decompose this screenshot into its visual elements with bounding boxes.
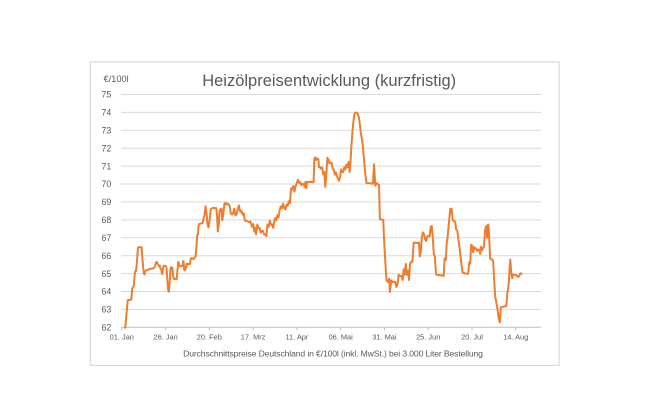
svg-text:74: 74 bbox=[102, 108, 112, 118]
svg-text:20. Feb: 20. Feb bbox=[197, 332, 222, 341]
svg-text:68: 68 bbox=[102, 215, 112, 225]
svg-text:Durchschnittspreise Deutschlan: Durchschnittspreise Deutschland in €/100… bbox=[183, 349, 483, 359]
svg-text:64: 64 bbox=[102, 287, 112, 297]
svg-text:01. Jan: 01. Jan bbox=[110, 332, 134, 341]
svg-text:25. Jun: 25. Jun bbox=[416, 332, 440, 341]
svg-text:Heizölpreisentwicklung (kurzfr: Heizölpreisentwicklung (kurzfristig) bbox=[202, 72, 456, 90]
svg-text:73: 73 bbox=[102, 126, 112, 136]
svg-text:71: 71 bbox=[102, 161, 112, 171]
svg-text:75: 75 bbox=[102, 90, 112, 100]
svg-text:11. Apr: 11. Apr bbox=[285, 332, 308, 341]
svg-text:63: 63 bbox=[102, 305, 112, 315]
svg-text:67: 67 bbox=[102, 233, 112, 243]
svg-text:€/100l: €/100l bbox=[104, 74, 129, 84]
svg-text:17. Mrz: 17. Mrz bbox=[241, 332, 266, 341]
svg-text:06. Mai: 06. Mai bbox=[329, 332, 354, 341]
svg-text:70: 70 bbox=[102, 179, 112, 189]
svg-text:31. Mai: 31. Mai bbox=[372, 332, 397, 341]
svg-text:62: 62 bbox=[102, 323, 112, 333]
svg-text:69: 69 bbox=[102, 197, 112, 207]
svg-text:72: 72 bbox=[102, 143, 112, 153]
svg-text:26. Jan: 26. Jan bbox=[153, 332, 177, 341]
svg-text:20. Jul: 20. Jul bbox=[461, 332, 483, 341]
svg-text:14. Aug: 14. Aug bbox=[503, 332, 528, 341]
svg-text:65: 65 bbox=[102, 269, 112, 279]
svg-text:66: 66 bbox=[102, 251, 112, 261]
